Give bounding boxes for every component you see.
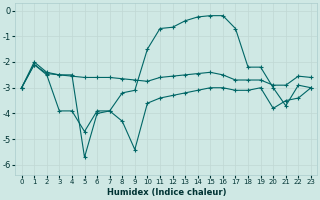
X-axis label: Humidex (Indice chaleur): Humidex (Indice chaleur) (107, 188, 226, 197)
